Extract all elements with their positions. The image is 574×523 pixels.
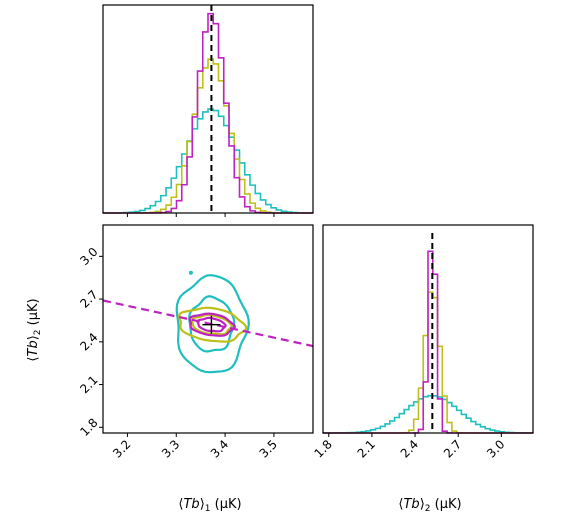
contour-frame (102, 224, 314, 434)
contour-x-tick-label: 3.3 (159, 437, 182, 460)
contour-magenta-level (196, 316, 227, 333)
hist-tb2-x-tick-label: 1.8 (311, 437, 334, 460)
contour-x-tick-label: 3.5 (257, 437, 280, 460)
contour-y-tick-label: 2.1 (77, 373, 100, 396)
x-axis-label-tb2: ⟨Tb⟩2 (μK) (398, 497, 461, 514)
hist-tb1-cyan-series (102, 108, 314, 214)
hist-tb1-frame (102, 4, 314, 214)
y-axis-label-tb2: ⟨Tb⟩2 (μK) (26, 298, 43, 361)
contour-cyan-level (175, 274, 250, 374)
hist-tb1-olive-series (103, 58, 313, 214)
contour-tb1-tb2-panel: 3.2 3.3 3.4 3.5 1.8 2.1 2.4 2.7 3.0 (77, 224, 314, 461)
hist-tb1-panel (102, 4, 314, 217)
contour-y-tick-label: 2.4 (77, 330, 100, 353)
contour-y-tick-label: 2.7 (77, 287, 100, 310)
hist-tb2-magenta-series (323, 250, 533, 434)
contour-magenta-level (188, 312, 236, 337)
hist-tb2-x-tick-label: 2.4 (398, 437, 421, 460)
contour-x-tick-label: 3.4 (208, 437, 231, 460)
degeneracy-line (103, 299, 313, 348)
contour-y-tick-label: 3.0 (77, 245, 100, 268)
hist-tb2-frame (322, 224, 534, 434)
x-axis-label-tb1: ⟨Tb⟩1 (μK) (178, 497, 241, 514)
contour-olive-level (177, 306, 248, 343)
contour-x-tick-label: 3.2 (110, 437, 133, 460)
hist-tb2-x-tick-label: 2.7 (441, 437, 464, 460)
hist-tb2-cyan-series (322, 394, 534, 434)
hist-tb2-x-tick-label: 3.0 (484, 437, 507, 460)
hist-tb2-panel: 1.8 2.1 2.4 2.7 3.0 (311, 224, 534, 461)
contour-y-tick-label: 1.8 (77, 416, 100, 439)
hist-tb2-x-tick-label: 2.1 (355, 437, 378, 460)
contour-cyan-outlier (188, 270, 193, 275)
contour-olive-level (190, 313, 233, 336)
hist-tb1-magenta-series (103, 12, 313, 214)
